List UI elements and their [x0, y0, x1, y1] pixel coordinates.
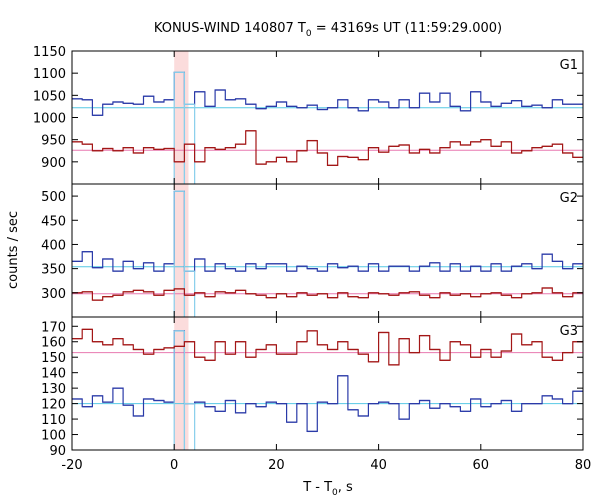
x-tick-label: 60 — [473, 458, 490, 473]
g2-upper-series-line — [72, 190, 583, 272]
x-tick-label: 40 — [370, 458, 387, 473]
x-tick-label: 80 — [575, 458, 592, 473]
g2-y-tick-label: 500 — [41, 190, 66, 205]
g1-y-tick-label: 900 — [41, 156, 66, 171]
g1-y-tick-label: 1150 — [33, 45, 66, 60]
g3-y-tick-label: 140 — [41, 367, 66, 382]
g3-y-tick-label: 110 — [41, 413, 66, 428]
g2-y-tick-label: 350 — [41, 263, 66, 278]
chart-title: KONUS-WIND 140807 T0 = 43169s UT (11:59:… — [154, 21, 502, 39]
g1-y-tick-label: 1050 — [33, 89, 66, 104]
x-tick-label: 20 — [268, 458, 285, 473]
g3-y-tick-label: 170 — [41, 320, 66, 335]
g3-y-tick-label: 120 — [41, 398, 66, 413]
g1-y-tick-label: 1100 — [33, 67, 66, 82]
g3-y-tick-label: 90 — [49, 444, 66, 459]
x-tick-label: -20 — [61, 458, 82, 473]
panel-g1: 900 950 1000 1050 1100 1150 G1 — [33, 45, 584, 185]
g3-frame — [71, 316, 584, 451]
g2-y-tick-label: 300 — [41, 287, 66, 302]
g2-y-tick-label: 400 — [41, 238, 66, 253]
g1-y-tick-label: 950 — [41, 134, 66, 149]
g1-upper-series-line — [72, 71, 583, 116]
y-axis-label: counts / sec — [6, 211, 21, 289]
g2-panel-label: G2 — [560, 191, 578, 206]
g3-lower-series-line — [72, 328, 583, 366]
g3-y-tick-label: 160 — [41, 336, 66, 351]
g1-panel-label: G1 — [560, 58, 578, 73]
g1-y-tick-label: 1000 — [33, 112, 66, 127]
x-axis-label: T - T0, s — [302, 480, 353, 498]
g2-y-tick-label: 450 — [41, 214, 66, 229]
panel-g2: 300 350 400 450 500 G2 — [41, 183, 584, 318]
x-tick-label: 0 — [170, 458, 178, 473]
g3-y-tick-label: 100 — [41, 429, 66, 444]
g3-panel-label: G3 — [560, 324, 578, 339]
g3-y-tick-label: 150 — [41, 351, 66, 366]
trigger-interval-highlight — [174, 51, 189, 450]
g3-y-tick-label: 130 — [41, 382, 66, 397]
